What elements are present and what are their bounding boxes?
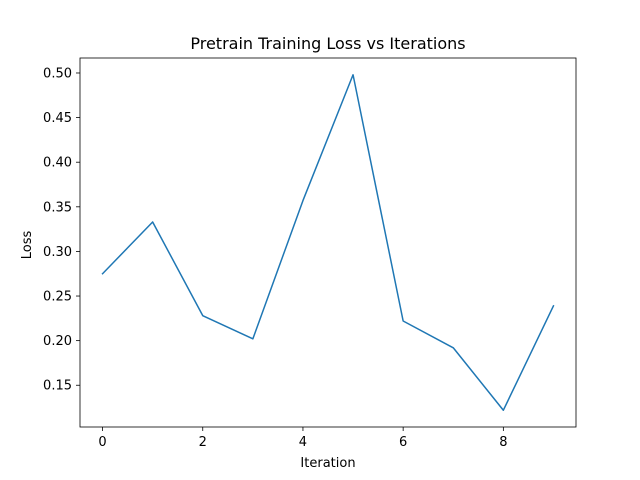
y-axis-label: Loss [20,231,35,260]
x-axis-label: Iteration [300,456,355,471]
y-tick-label: 0.20 [43,334,72,349]
plot-background [80,58,576,427]
x-tick-label: 8 [499,435,507,450]
x-axis-ticks: 0 2 4 6 8 [98,427,507,450]
x-tick-label: 6 [399,435,407,450]
series-line-0 [101,74,555,411]
x-tick-label: 4 [299,435,307,450]
y-tick-label: 0.40 [43,156,72,171]
x-tick-label: 0 [98,435,106,450]
x-tick-label: 2 [199,435,207,450]
y-tick-label: 0.15 [43,379,72,394]
y-axis-ticks: 0.15 0.20 0.25 0.30 0.35 0.40 0.45 0.50 [43,66,80,394]
y-tick-label: 0.25 [43,290,72,305]
y-tick-label: 0.30 [43,245,72,260]
y-tick-label: 0.45 [43,111,72,126]
plot-frame [79,57,577,428]
plot-area [79,57,577,428]
chart-title: Pretrain Training Loss vs Iterations [190,34,465,53]
y-tick-label: 0.35 [43,200,72,215]
y-tick-label: 0.50 [43,66,72,81]
